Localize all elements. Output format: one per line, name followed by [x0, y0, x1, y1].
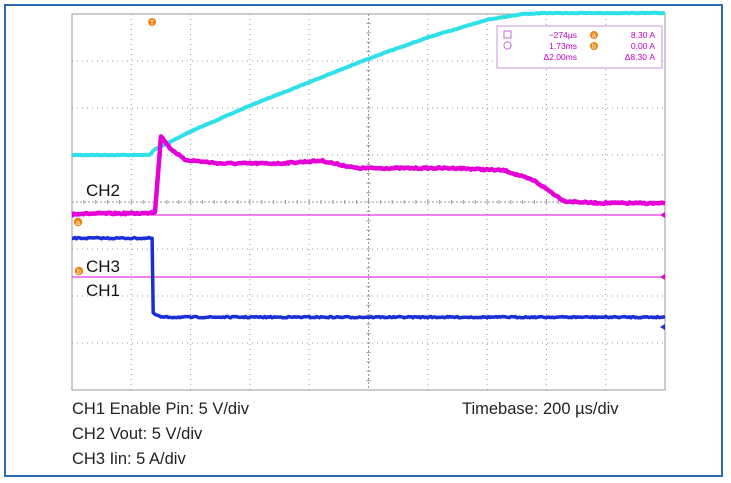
readout-time-value: Δ2.00ms	[543, 52, 577, 62]
cursor-marker-b-dot	[74, 266, 84, 276]
trace-ch3	[71, 134, 666, 217]
trigger-marker-dot	[148, 18, 157, 26]
readout-time-value: 1.73ms	[549, 41, 577, 51]
cursor-marker-b-label: b	[77, 269, 81, 276]
readout-time-value: −274µs	[549, 30, 577, 40]
cursor-arrow-left-a	[72, 212, 77, 218]
cursor-arrow-right-b	[660, 274, 665, 280]
ch1-ground-marker	[660, 324, 665, 330]
readout-marker-b-label: b	[592, 44, 596, 51]
cursor-lines	[72, 214, 665, 278]
trace-ch1	[71, 235, 666, 320]
caption-ch3: CH3 Iin: 5 A/div	[72, 450, 186, 468]
cursor-readout-box: −274µs a 8.30 A 1.73ms b 0.00 A Δ2.00ms Δ8.30 A	[496, 25, 663, 69]
readout-marker-a-dot	[590, 31, 598, 39]
channel-label-ch2: CH2	[86, 181, 120, 200]
readout-marker-a-label: a	[592, 33, 596, 40]
channel-label-ch1: CH1	[86, 281, 120, 300]
trigger-marker: T	[148, 18, 157, 27]
cursor-marker-a-label: a	[76, 220, 80, 227]
cursor-arrow-right-a	[660, 212, 665, 218]
trigger-marker-label: T	[150, 20, 155, 27]
channel-label-ch3: CH3	[86, 257, 120, 276]
readout-amp-value: 0.00 A	[631, 41, 655, 51]
caption-ch2: CH2 Vout: 5 V/div	[72, 425, 203, 443]
waveform-traces	[71, 10, 666, 320]
caption-ch1: CH1 Enable Pin: 5 V/div	[72, 400, 250, 418]
readout-amp-value: Δ8.30 A	[625, 52, 656, 62]
trace-ch2	[71, 10, 666, 158]
cursor-marker-a-dot	[73, 217, 83, 227]
cursor-marker-b: b	[74, 266, 84, 276]
readout-marker-b-dot	[590, 42, 598, 50]
square-icon	[503, 30, 512, 39]
readout-box-border	[496, 25, 663, 69]
circle-icon	[503, 41, 512, 50]
readout-amp-value: 8.30 A	[631, 30, 655, 40]
cursor-marker-a: a	[73, 217, 83, 227]
scope-markers: Tab	[72, 18, 665, 330]
caption-timebase: Timebase: 200 µs/div	[462, 400, 619, 418]
